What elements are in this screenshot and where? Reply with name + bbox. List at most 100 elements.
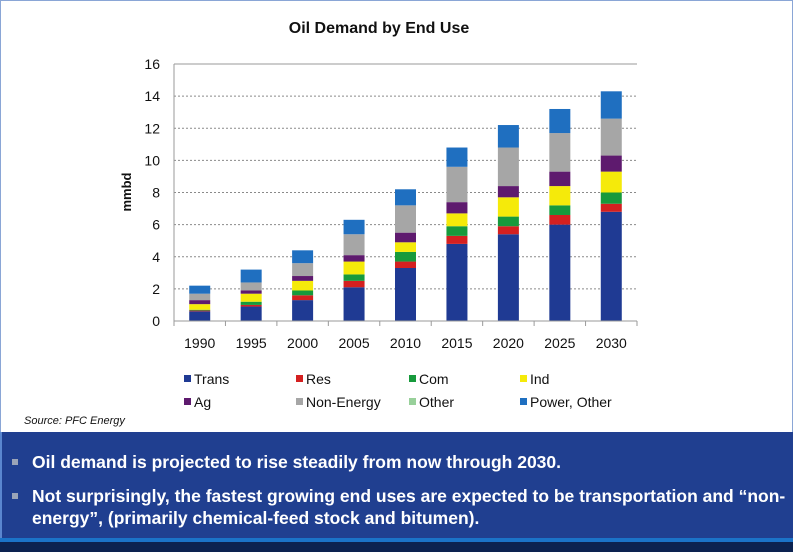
bar-segment-ag-2000 — [292, 276, 314, 281]
bar-segment-non-energy-2010 — [395, 205, 416, 233]
bar-segment-ind-2005 — [343, 261, 365, 275]
legend-label: Ind — [530, 371, 549, 387]
bar-segment-non-energy-2025 — [549, 133, 571, 172]
bar-segment-ind-2020 — [497, 197, 519, 217]
bullet-square-icon — [12, 459, 18, 465]
legend: Trans Res Com Ind Ag Non-Energy Other Power, Ot… — [184, 371, 612, 410]
bar-segment-ag-2030 — [600, 155, 622, 172]
bullet-text: Not surprisingly, the fastest growing en… — [32, 486, 786, 528]
bar-segment-ag-2015 — [446, 202, 468, 214]
bar-segment-ag-2010 — [395, 232, 416, 243]
bar-segment-power-other-2000 — [292, 250, 314, 264]
axes — [173, 64, 638, 326]
bar-segment-com-2010 — [395, 251, 416, 262]
bar-segment-power-other-1990 — [189, 285, 211, 294]
bar-segment-power-other-1995 — [240, 269, 262, 283]
bar-segment-power-other-2005 — [343, 219, 365, 235]
legend-item: Non-Energy — [296, 394, 381, 410]
x-tick-label: 2005 — [338, 335, 369, 351]
bar-segment-com-1995 — [240, 301, 262, 305]
y-axis-label: mmbd — [119, 172, 134, 211]
y-tick-label: 2 — [152, 281, 160, 297]
x-tick-label: 2000 — [287, 335, 318, 351]
bar-segment-trans-2015 — [446, 243, 468, 321]
legend-item: Ind — [520, 371, 549, 387]
bar-segment-res-2010 — [395, 261, 416, 268]
bar-segment-non-energy-2030 — [600, 118, 622, 156]
y-tick-label: 0 — [152, 313, 160, 329]
x-tick-label: 1990 — [184, 335, 215, 351]
x-tick-labels: 1990 1995 2000 2005 2010 2015 2020 2025 2030 — [184, 335, 627, 351]
bar-segment-res-2000 — [292, 295, 314, 301]
bar-segment-power-other-2010 — [395, 189, 416, 206]
bar-segment-res-1990 — [189, 310, 211, 312]
bar-segment-res-2025 — [549, 214, 571, 225]
y-tick-label: 14 — [144, 88, 160, 104]
bar-segment-ind-1990 — [189, 304, 211, 310]
legend-label: Power, Other — [530, 394, 612, 410]
legend-label: Ag — [194, 394, 211, 410]
legend-swatch — [520, 375, 527, 382]
legend-swatch — [184, 398, 191, 405]
bar-segment-com-2015 — [446, 226, 468, 236]
bullet-panel — [0, 432, 793, 540]
x-tick-label: 2010 — [390, 335, 421, 351]
bullet-item: Not surprisingly, the fastest growing en… — [12, 485, 787, 529]
bar-segment-trans-2025 — [549, 224, 571, 321]
bar-segment-com-2005 — [343, 274, 365, 281]
bar-segment-trans-1995 — [240, 306, 262, 321]
bar-segment-non-energy-1990 — [189, 293, 211, 301]
bar-segment-non-energy-1995 — [240, 282, 262, 291]
legend-item: Ag — [184, 394, 211, 410]
bar-segment-power-other-2020 — [497, 125, 519, 148]
y-tick-label: 10 — [144, 152, 160, 168]
source-note: Source: PFC Energy — [24, 415, 125, 427]
legend-swatch — [296, 375, 303, 382]
legend-item: Power, Other — [520, 394, 612, 410]
y-tick-label: 8 — [152, 185, 160, 201]
footer-accent-bar — [0, 538, 793, 542]
x-tick-label: 2020 — [493, 335, 524, 351]
legend-label: Trans — [194, 371, 229, 387]
y-tick-label: 6 — [152, 217, 160, 233]
bar-segment-com-2020 — [497, 216, 519, 227]
bar-segment-trans-2010 — [395, 267, 416, 321]
bar-segment-ind-2010 — [395, 242, 416, 252]
bar-segment-ind-1995 — [240, 293, 262, 302]
y-tick-label: 4 — [152, 249, 160, 265]
bar-segment-com-2000 — [292, 290, 314, 296]
bar-segment-trans-2005 — [343, 287, 365, 321]
x-tick-label: 2025 — [544, 335, 575, 351]
bar-segment-res-2020 — [497, 226, 519, 235]
bar-segment-ag-2005 — [343, 255, 365, 262]
bar-segment-power-other-2015 — [446, 147, 468, 167]
legend-swatch — [409, 398, 416, 405]
bullet-text: Oil demand is projected to rise steadily… — [32, 452, 561, 472]
bar-segment-power-other-2025 — [549, 108, 571, 134]
bar-segment-ind-2030 — [600, 171, 622, 193]
x-tick-label: 1995 — [236, 335, 267, 351]
legend-swatch — [409, 375, 416, 382]
bar-segment-trans-2000 — [292, 300, 314, 321]
bar-segment-res-1995 — [240, 304, 262, 307]
x-tick-label: 2030 — [596, 335, 627, 351]
bar-segment-power-other-2030 — [600, 91, 622, 119]
bar-segment-ind-2000 — [292, 280, 314, 291]
legend-label: Other — [419, 394, 454, 410]
legend-swatch — [296, 398, 303, 405]
legend-swatch — [184, 375, 191, 382]
bullet-item: Oil demand is projected to rise steadily… — [12, 451, 561, 473]
bar-segment-res-2005 — [343, 280, 365, 288]
bar-segment-ind-2015 — [446, 213, 468, 227]
legend-item: Com — [409, 371, 449, 387]
x-tick-label: 2015 — [441, 335, 472, 351]
chart-title: Oil Demand by End Use — [289, 20, 470, 37]
chart-panel: Oil Demand by End Use mmbd 0 2 4 6 8 10 12 14 16… — [0, 0, 793, 432]
bars — [189, 91, 622, 321]
legend-label: Res — [306, 371, 331, 387]
legend-label: Non-Energy — [306, 394, 381, 410]
bar-segment-com-2025 — [549, 205, 571, 215]
y-tick-labels: 0 2 4 6 8 10 12 14 16 — [144, 56, 160, 329]
bar-segment-ind-2025 — [549, 186, 571, 206]
